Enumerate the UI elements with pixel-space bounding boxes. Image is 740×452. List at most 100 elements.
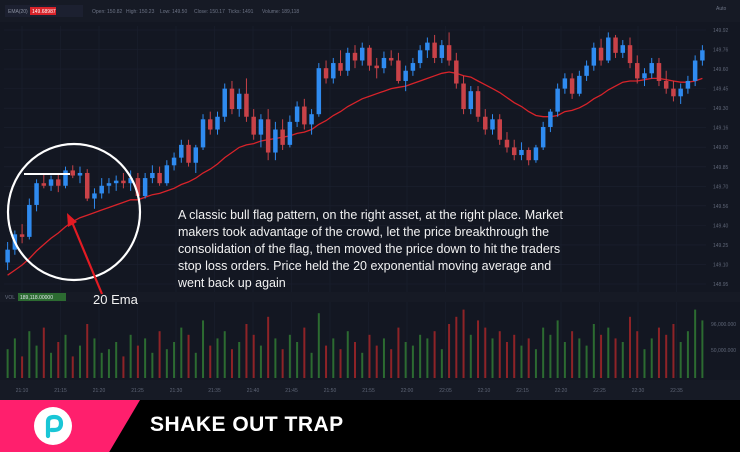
candle-body <box>345 52 351 71</box>
time-tick-label: 21:55 <box>362 388 375 394</box>
price-tick-label: 149.92 <box>713 28 729 34</box>
volume-bar <box>505 342 508 378</box>
volume-bar <box>151 352 154 378</box>
volume-bar <box>136 345 139 378</box>
volume-bar <box>21 356 24 378</box>
candle-body <box>642 73 647 79</box>
price-tick-label: 149.25 <box>713 243 729 249</box>
annotation-line-5: went back up again <box>177 276 286 290</box>
volume-label: VOL <box>5 295 15 301</box>
candle-body <box>519 149 524 156</box>
candle-body <box>425 42 430 51</box>
volume-bar <box>657 327 660 378</box>
volume-bar <box>440 349 443 378</box>
volume-bar <box>28 331 31 378</box>
candle-body <box>678 88 683 97</box>
candle-body <box>374 65 379 69</box>
volume-bar <box>144 338 147 378</box>
candle-body <box>200 119 206 148</box>
ema-value-badge <box>30 7 56 15</box>
volume-bar <box>71 356 74 378</box>
volume-bar <box>701 320 704 378</box>
candle-body <box>229 88 235 110</box>
volume-tick-label: 96,000.000 <box>711 322 736 328</box>
volume-bar <box>209 345 212 378</box>
volume-bar <box>621 342 624 378</box>
candle-body <box>179 144 184 158</box>
volume-bar <box>93 338 96 378</box>
volume-bar <box>368 334 371 378</box>
volume-bar <box>542 327 545 378</box>
volume-bar <box>187 334 190 378</box>
volume-bars <box>6 309 704 378</box>
time-tick-label: 22:15 <box>516 388 529 394</box>
volume-bar <box>433 331 436 378</box>
volume-bar <box>614 338 617 378</box>
candle-body <box>273 129 278 153</box>
volume-header-bar <box>0 292 740 302</box>
candle-body <box>475 91 481 117</box>
volume-bar <box>115 342 118 378</box>
price-tick-label: 149.10 <box>713 262 729 268</box>
annotation-line-4: stop loss orders. Price held the 20 expo… <box>178 259 551 273</box>
volume-bar <box>296 342 299 378</box>
candle-body <box>41 183 47 186</box>
time-tick-label: 22:30 <box>632 388 645 394</box>
price-tick-label: 148.95 <box>713 282 729 288</box>
candle-body <box>84 172 90 199</box>
candle-body <box>446 45 452 61</box>
ohlc-item: Volume: 189,118 <box>262 9 299 15</box>
candle-body <box>186 144 191 163</box>
volume-bar <box>310 352 313 378</box>
candle-body <box>497 119 502 140</box>
volume-bar <box>498 331 501 378</box>
candle-body <box>92 193 97 199</box>
annotation-line-1: A classic bull flag pattern, on the righ… <box>178 208 563 222</box>
candle-body <box>171 157 177 166</box>
volume-bar <box>563 342 566 378</box>
volume-bar <box>672 324 675 378</box>
candle-body <box>483 116 488 130</box>
candle-body <box>569 78 575 94</box>
candlestick-chart: EMA(20) 149.68987 Open: 150.82 High: 150.… <box>0 5 740 394</box>
candle-body <box>193 147 199 163</box>
price-tick-label: 149.85 <box>713 165 729 171</box>
volume-bar <box>158 331 161 378</box>
volume-bar <box>491 338 494 378</box>
volume-bar <box>397 327 400 378</box>
volume-bar <box>245 324 248 378</box>
candle-body <box>135 178 141 196</box>
auto-scale-label[interactable]: Auto <box>716 6 727 12</box>
candle-body <box>577 75 582 94</box>
time-tick-label: 21:40 <box>247 388 260 394</box>
volume-bar <box>462 309 465 378</box>
volume-bar <box>42 327 45 378</box>
volume-bar <box>477 320 480 378</box>
candle-body <box>331 63 336 79</box>
volume-bar <box>259 345 262 378</box>
candle-body <box>555 88 560 112</box>
title-banner: SHAKE OUT TRAP <box>0 400 740 452</box>
volume-bar <box>317 313 320 378</box>
annotation-line-3: consolidation of the flag, then moved th… <box>178 242 560 256</box>
price-tick-label: 149.70 <box>713 184 729 190</box>
candle-body <box>316 68 322 115</box>
ema-indicator-label: EMA(20) <box>8 9 28 15</box>
candle-body <box>77 172 83 176</box>
volume-bar <box>346 331 349 378</box>
price-tick-label: 149.30 <box>713 106 729 112</box>
candle-body <box>461 83 466 110</box>
volume-bar <box>585 345 588 378</box>
candle-body <box>63 170 68 186</box>
ohlc-item: Open: 150.82 <box>92 9 123 15</box>
volume-bar <box>35 345 38 378</box>
candle-body <box>504 139 510 148</box>
time-tick-label: 21:20 <box>93 388 106 394</box>
volume-bar <box>180 327 183 378</box>
candle-body <box>34 183 39 205</box>
volume-bar <box>448 324 451 378</box>
volume-bar <box>527 338 530 378</box>
time-tick-label: 21:50 <box>324 388 337 394</box>
volume-bar <box>390 349 393 378</box>
candle-body <box>403 70 408 81</box>
